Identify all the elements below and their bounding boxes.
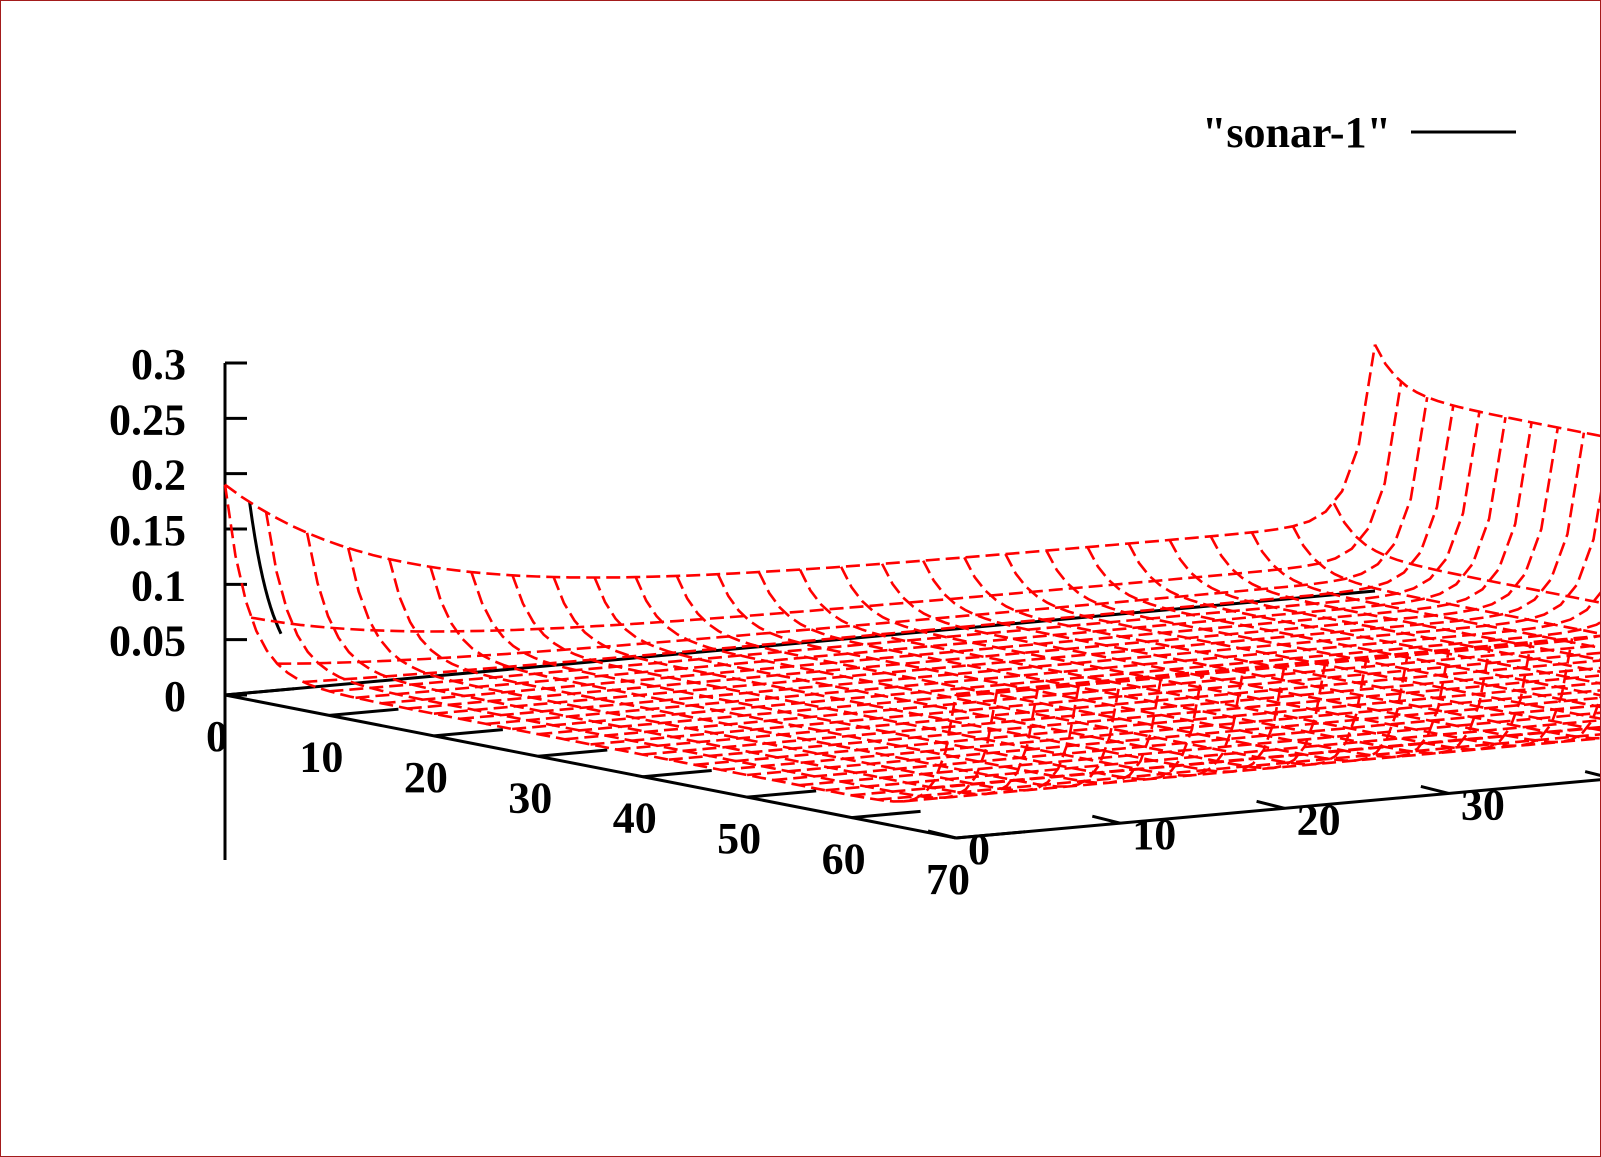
surface-mesh bbox=[223, 343, 1600, 803]
x-axis-line bbox=[224, 693, 957, 840]
z-tick-label: 0.15 bbox=[109, 506, 186, 555]
y-tick bbox=[1420, 784, 1450, 795]
z-tick-label: 0.1 bbox=[131, 561, 186, 610]
x-tick-label: 40 bbox=[613, 794, 657, 843]
surface-mesh-line-y bbox=[485, 591, 1600, 726]
surface-mesh-line-y bbox=[329, 411, 1481, 693]
surface-mesh-line-y bbox=[825, 718, 1600, 792]
series-line bbox=[248, 501, 283, 635]
surface-mesh-line-y bbox=[773, 704, 1600, 782]
x-tick bbox=[955, 830, 1026, 840]
surface-mesh-line-x bbox=[922, 560, 1600, 740]
x-tick-label: 70 bbox=[926, 855, 970, 904]
surface-mesh-line-x bbox=[1209, 535, 1600, 662]
y-axis-line bbox=[955, 778, 1600, 840]
x-tick bbox=[433, 728, 503, 738]
x-tick-label: 0 bbox=[206, 712, 228, 761]
surface-mesh-line-x bbox=[1291, 525, 1600, 635]
z-tick-label: 0.05 bbox=[109, 617, 186, 666]
y-tick bbox=[927, 829, 957, 840]
surface-mesh-line-y bbox=[303, 405, 1455, 684]
surface-mesh-line-y bbox=[590, 651, 1600, 746]
y-tick bbox=[1256, 799, 1285, 810]
x-tick-label: 20 bbox=[404, 753, 448, 802]
x-tick bbox=[538, 748, 608, 758]
x-tick-label: 50 bbox=[717, 814, 761, 863]
surface-mesh-line-y bbox=[668, 674, 1600, 761]
surface-mesh-line-y bbox=[250, 381, 1403, 633]
surface-mesh-line-y bbox=[694, 681, 1600, 767]
surface-mesh-line-x bbox=[1127, 542, 1600, 685]
surface-mesh-line-x bbox=[388, 558, 1122, 788]
x-tick-label: 10 bbox=[299, 732, 343, 781]
surface-mesh-line-x bbox=[716, 573, 1451, 759]
surface-mesh-line-x bbox=[880, 563, 1600, 744]
surface-mesh-line-x bbox=[963, 556, 1600, 732]
y-tick bbox=[1584, 770, 1600, 777]
surface-mesh-line-y bbox=[355, 416, 1507, 700]
x-tick bbox=[747, 789, 817, 799]
y-tick-label: 30 bbox=[1461, 780, 1505, 829]
surface-mesh-line-x bbox=[223, 484, 958, 803]
surface-mesh-line-y bbox=[407, 427, 1560, 710]
x-tick bbox=[642, 768, 712, 779]
surface-mesh-line-x bbox=[1045, 549, 1600, 709]
surface-mesh-line-x bbox=[1086, 546, 1600, 697]
surface-mesh-line-y bbox=[224, 344, 1377, 579]
x-tick-label: 30 bbox=[508, 773, 552, 822]
surface-mesh-line-y bbox=[642, 666, 1600, 756]
surface-mesh-line-x bbox=[1004, 553, 1600, 720]
surface-mesh-line-x bbox=[1332, 502, 1600, 604]
surface-mesh-line-y bbox=[564, 643, 1600, 741]
x-tick bbox=[329, 707, 399, 717]
surface-mesh-line-x bbox=[1250, 531, 1600, 650]
surface-mesh-line-x bbox=[798, 569, 1533, 751]
y-tick-label: 20 bbox=[1297, 795, 1341, 844]
surface-mesh-line-y bbox=[903, 737, 1600, 803]
surface-mesh-line-x bbox=[1373, 343, 1600, 438]
surface-mesh-line-y bbox=[616, 659, 1600, 751]
surface-mesh-line-y bbox=[955, 634, 1600, 696]
y-tick bbox=[1091, 814, 1121, 825]
surface-mesh-line-y bbox=[381, 422, 1533, 705]
legend-label: "sonar-1" bbox=[1202, 108, 1391, 157]
y-tick-label: 10 bbox=[1132, 810, 1176, 859]
surface-mesh-line-y bbox=[746, 696, 1600, 777]
x-tick bbox=[851, 809, 921, 820]
z-tick-label: 0.25 bbox=[109, 395, 186, 444]
surface-mesh-line-y bbox=[929, 725, 1600, 790]
surface-mesh-line-y bbox=[277, 396, 1429, 665]
surface-mesh-line-x bbox=[757, 571, 1492, 755]
x-tick-label: 60 bbox=[822, 835, 866, 884]
z-tick-label: 0 bbox=[164, 672, 186, 721]
z-tick-label: 0.3 bbox=[131, 340, 186, 389]
surface-mesh-line-y bbox=[433, 432, 1586, 715]
y-tick-label: 0 bbox=[968, 825, 990, 874]
surface-mesh-line-y bbox=[512, 621, 1600, 731]
surface-mesh-line-y bbox=[459, 491, 1600, 721]
surface-mesh-line-x bbox=[1168, 539, 1600, 673]
z-tick-label: 0.2 bbox=[131, 451, 186, 500]
tick-labels-group: 01020304050607001020304050607000.050.10.… bbox=[109, 340, 1505, 904]
surface-mesh-line-y bbox=[877, 733, 1600, 801]
surface-mesh-line-y bbox=[720, 689, 1600, 772]
surface-mesh-line-x bbox=[839, 566, 1574, 748]
legend: "sonar-1" bbox=[1202, 108, 1516, 157]
surface-mesh-line-y bbox=[799, 711, 1600, 787]
surface-mesh-line-y bbox=[538, 634, 1600, 736]
surface-mesh-line-x bbox=[511, 574, 1245, 777]
